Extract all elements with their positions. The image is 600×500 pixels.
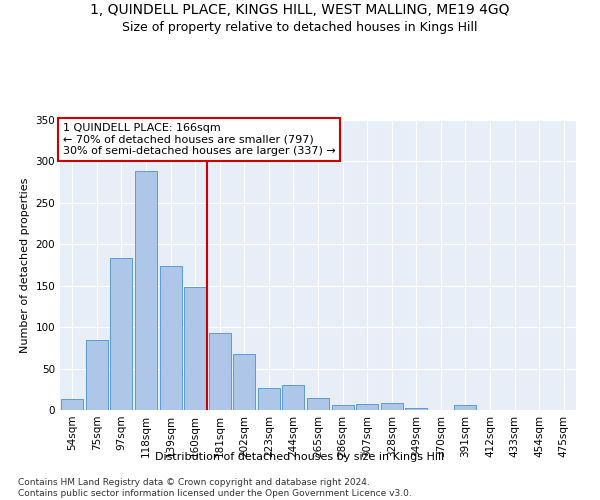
Y-axis label: Number of detached properties: Number of detached properties <box>20 178 30 352</box>
Bar <box>135 172 157 410</box>
Bar <box>332 405 353 410</box>
Text: 1, QUINDELL PLACE, KINGS HILL, WEST MALLING, ME19 4GQ: 1, QUINDELL PLACE, KINGS HILL, WEST MALL… <box>90 2 510 16</box>
Bar <box>258 388 280 410</box>
Bar <box>110 258 133 410</box>
Text: Size of property relative to detached houses in Kings Hill: Size of property relative to detached ho… <box>122 21 478 34</box>
Bar <box>61 399 83 410</box>
Bar <box>283 385 304 410</box>
Bar <box>405 408 427 410</box>
Bar <box>160 266 182 410</box>
Bar <box>454 405 476 410</box>
Bar <box>86 340 108 410</box>
Bar <box>233 354 256 410</box>
Text: Distribution of detached houses by size in Kings Hill: Distribution of detached houses by size … <box>155 452 445 462</box>
Bar <box>184 288 206 410</box>
Text: Contains HM Land Registry data © Crown copyright and database right 2024.
Contai: Contains HM Land Registry data © Crown c… <box>18 478 412 498</box>
Bar <box>307 398 329 410</box>
Bar <box>356 404 378 410</box>
Text: 1 QUINDELL PLACE: 166sqm
← 70% of detached houses are smaller (797)
30% of semi-: 1 QUINDELL PLACE: 166sqm ← 70% of detach… <box>62 123 335 156</box>
Bar <box>380 402 403 410</box>
Bar <box>209 333 231 410</box>
